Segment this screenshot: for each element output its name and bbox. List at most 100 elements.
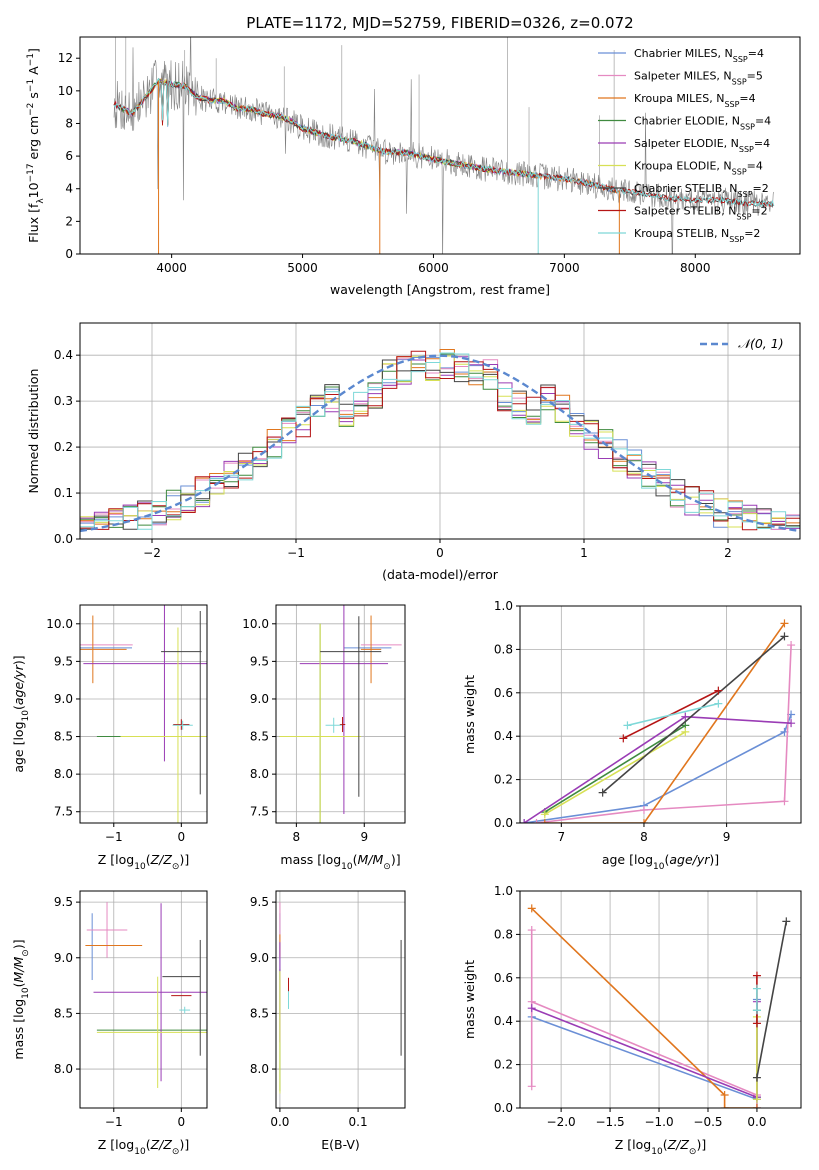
y-tick-label: 8.5 [250,730,269,744]
axes-frame [79,36,801,255]
spectrum-panel: 4000 5000 6000 7000 8000 0 2 4 6 8 10 12 wavelength … [26,36,801,297]
age-vs-mass-xlabel: mass [log10(M/M⊙)] [280,852,400,872]
age-vs-mass-panel: 8 9 7.5 8.0 8.5 9.0 9.5 10.0 mass [log10(M/M⊙)] [242,604,406,872]
legend-main: Salpeter MILES, N [634,70,732,83]
mass-weight-line-1 [523,714,792,823]
mass-weight-marker [639,819,648,823]
x-tick-label: 2 [724,546,732,560]
legend-sub: SSP [739,145,754,154]
y-tick-label: 4 [65,182,73,196]
mass-weight-marker [780,632,789,641]
mass-weight-marker [540,810,549,819]
label-part: )] [11,655,26,665]
mass-weight-marker [780,619,789,628]
mass-vs-Z-panel: −1 08.08.59.09.5Z [log10(Z/Z⊙)]mass [log1… [11,890,208,1157]
mass-weight-marker [527,1082,536,1091]
label-part: 10 [134,1147,146,1157]
label-part: ] [26,48,41,53]
label-part: mass [log [11,999,26,1060]
y-tick-label: 0.8 [494,642,513,656]
axes-frame [519,890,802,1109]
axes-frame [519,605,802,824]
label-part: mass [log [280,852,341,867]
axes-frame [275,890,406,1109]
legend-entry-7: Chabrier STELIB, NSSP=2 [634,182,769,199]
model-spectrum-9 [113,77,775,207]
legend-tail: =5 [747,70,763,83]
y-tick-label: 0.0 [54,532,73,546]
residuals-ylabel: Normed distribution [26,369,41,494]
mass-weight-line-3 [531,907,757,1108]
mass-weight-marker [619,734,628,743]
gaussian-curve [80,354,800,533]
label-part: )] [696,1137,706,1152]
x-tick-label: −1 [287,546,305,560]
error-bar-10 [325,717,342,733]
y-tick-label: 12 [58,51,73,65]
mass-weight-line-7 [602,635,786,794]
plot-area [276,605,405,823]
label-part: ⊙ [172,862,180,872]
label-part: 10 [26,182,41,198]
mass-vs-Z-xlabel: Z [log10(Z/Z⊙)] [98,1137,189,1157]
legend-tail: =4 [748,47,764,60]
mass-weight-marker [752,984,761,993]
label-part: )] [11,939,26,949]
y-tick-label: 0.4 [54,348,73,362]
spectrum-xlabel: wavelength [Angstrom, rest frame] [330,282,550,297]
y-tick-label: 7.5 [54,805,73,819]
mass-weight-marker [598,788,607,797]
label-part: ( [353,852,358,867]
legend-entry-1: Chabrier MILES, NSSP=4 [634,47,764,64]
y-tick-label: 0.2 [494,1058,513,1072]
legend-main: Kroupa ELODIE, N [634,160,732,173]
residuals-xlabel: (data-model)/error [382,567,499,582]
label-part: )] [179,852,189,867]
x-tick-label: −1.0 [644,1115,673,1129]
x-tick-label: −2 [143,546,161,560]
x-tick-label: 6000 [418,261,449,275]
mass-vs-Z-ylabel: mass [log10(M/M⊙)] [11,939,31,1059]
legend-sub: SSP [736,212,751,221]
mass-weight-marker [720,1104,729,1108]
label-part: Z/Z [150,852,173,867]
label-part: ⊙ [383,862,391,872]
mass-weight-marker [752,1073,761,1082]
legend-sub: SSP [724,100,739,109]
y-tick-label: 10.0 [46,617,73,631]
y-tick-label: 0.8 [494,927,513,941]
axes-frame [79,604,208,824]
y-tick-label: 9.0 [54,951,73,965]
label-part: 10 [653,862,665,872]
error-bar-3 [80,615,127,684]
age-vs-Z-ylabel: age [log10(age/yr)] [11,655,31,772]
age-vs-Z-xlabel: Z [log10(Z/Z⊙)] [98,852,189,872]
legend-entry-6: Kroupa ELODIE, NSSP=4 [634,160,763,177]
y-tick-label: 9.5 [250,895,269,909]
mass-weight-marker [681,712,690,721]
legend-entry-4: Chabrier ELODIE, NSSP=4 [634,115,771,132]
label-part: age/yr [11,664,26,705]
y-tick-label: 9.5 [250,654,269,668]
label-part: erg cm [26,116,41,164]
label-part: A [26,66,41,79]
y-tick-label: 2 [65,214,73,228]
spectrum-ylabel: Flux [fλ10−17 erg cm−2 s−1 A−1] [26,48,46,243]
legend-entry-3: Kroupa MILES, NSSP=4 [634,92,756,109]
error-bar-6 [96,976,207,1088]
x-tick-label: 7000 [549,261,580,275]
x-tick-label: 1 [580,546,588,560]
y-tick-label: 0.2 [494,773,513,787]
error-bar-6 [120,627,207,823]
model-spectrum-8 [113,80,775,208]
error-bar-10 [172,720,193,730]
label-part: −1 [26,53,36,66]
y-tick-label: 1.0 [494,884,513,898]
mass-weight-marker [752,1006,761,1015]
mass-vs-EBV-panel: 0.0 0.1 8.0 8.5 9.0 9.5 E(B-V) [250,890,406,1152]
mass-weight-vs-Z-ylabel: mass weight [462,960,477,1039]
mass-weight-marker [782,917,791,926]
mass-weight-marker [752,971,761,980]
age-vs-Z-panel: −1 07.58.08.59.09.510.0Z [log10(Z/Z⊙)]age… [11,604,208,872]
x-tick-label: 7 [558,830,566,844]
